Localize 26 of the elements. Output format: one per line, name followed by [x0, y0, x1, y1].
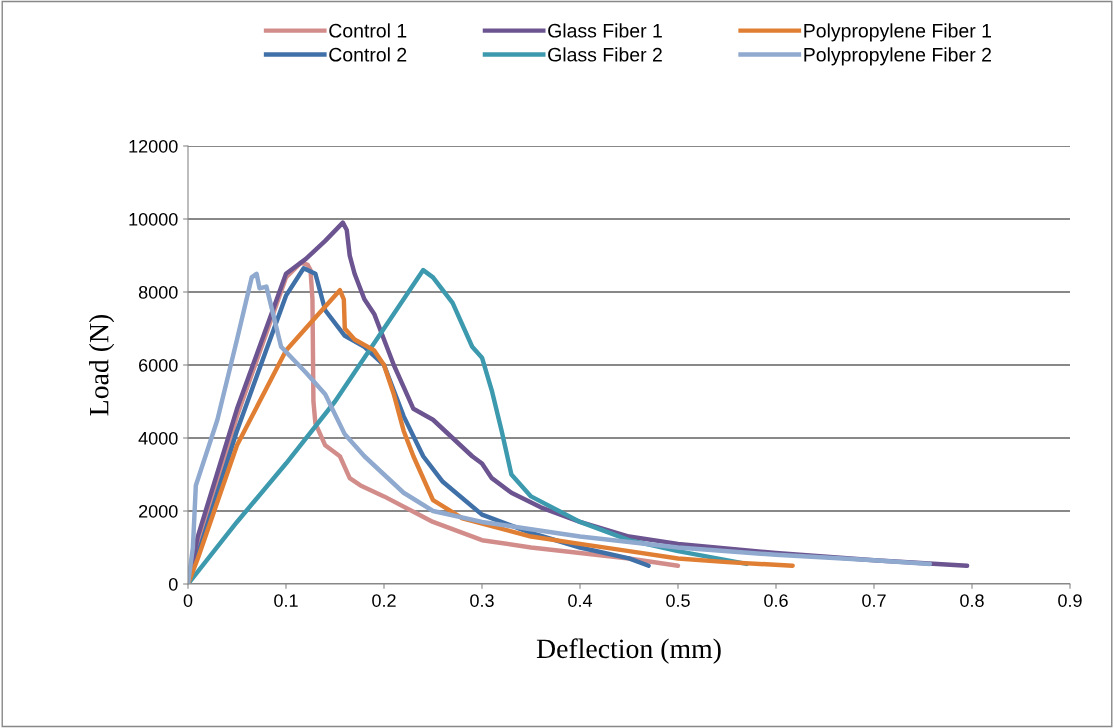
x-tick-label: 0.5	[666, 594, 690, 607]
x-tick-label: 0.6	[764, 594, 788, 607]
x-tick-label: 0.3	[470, 594, 494, 607]
y-tick-label: 4000	[138, 431, 178, 445]
legend-label: Control 1	[329, 23, 407, 38]
x-tick-label: 0.8	[960, 594, 984, 607]
y-tick-label: 0	[168, 577, 178, 591]
x-tick-label: 0	[183, 594, 193, 607]
legend-label: Control 2	[329, 47, 407, 62]
y-tick-label: 2000	[139, 504, 178, 518]
y-tick-label: 8000	[138, 285, 178, 299]
legend-label: Glass Fiber 1	[548, 23, 662, 38]
x-tick-label: 0.9	[1058, 594, 1082, 607]
legend-label: Glass Fiber 2	[548, 47, 662, 62]
y-tick-label: 6000	[139, 358, 178, 372]
line-series	[188, 271, 933, 584]
x-tick-label: 0.2	[372, 594, 396, 607]
x-tick-label: 0.7	[862, 594, 886, 607]
y-tick-label: 12000	[129, 139, 178, 153]
x-axis-title: Deflection (mm)	[536, 638, 721, 664]
y-tick-label: 10000	[129, 212, 178, 226]
y-axis-title: Load (N)	[89, 314, 115, 416]
x-tick-label: 0.4	[568, 594, 593, 607]
x-tick-label: 0.1	[274, 594, 298, 607]
legend-label: Polypropylene Fiber 2	[804, 47, 991, 66]
legend-label: Polypropylene Fiber 1	[804, 23, 991, 42]
